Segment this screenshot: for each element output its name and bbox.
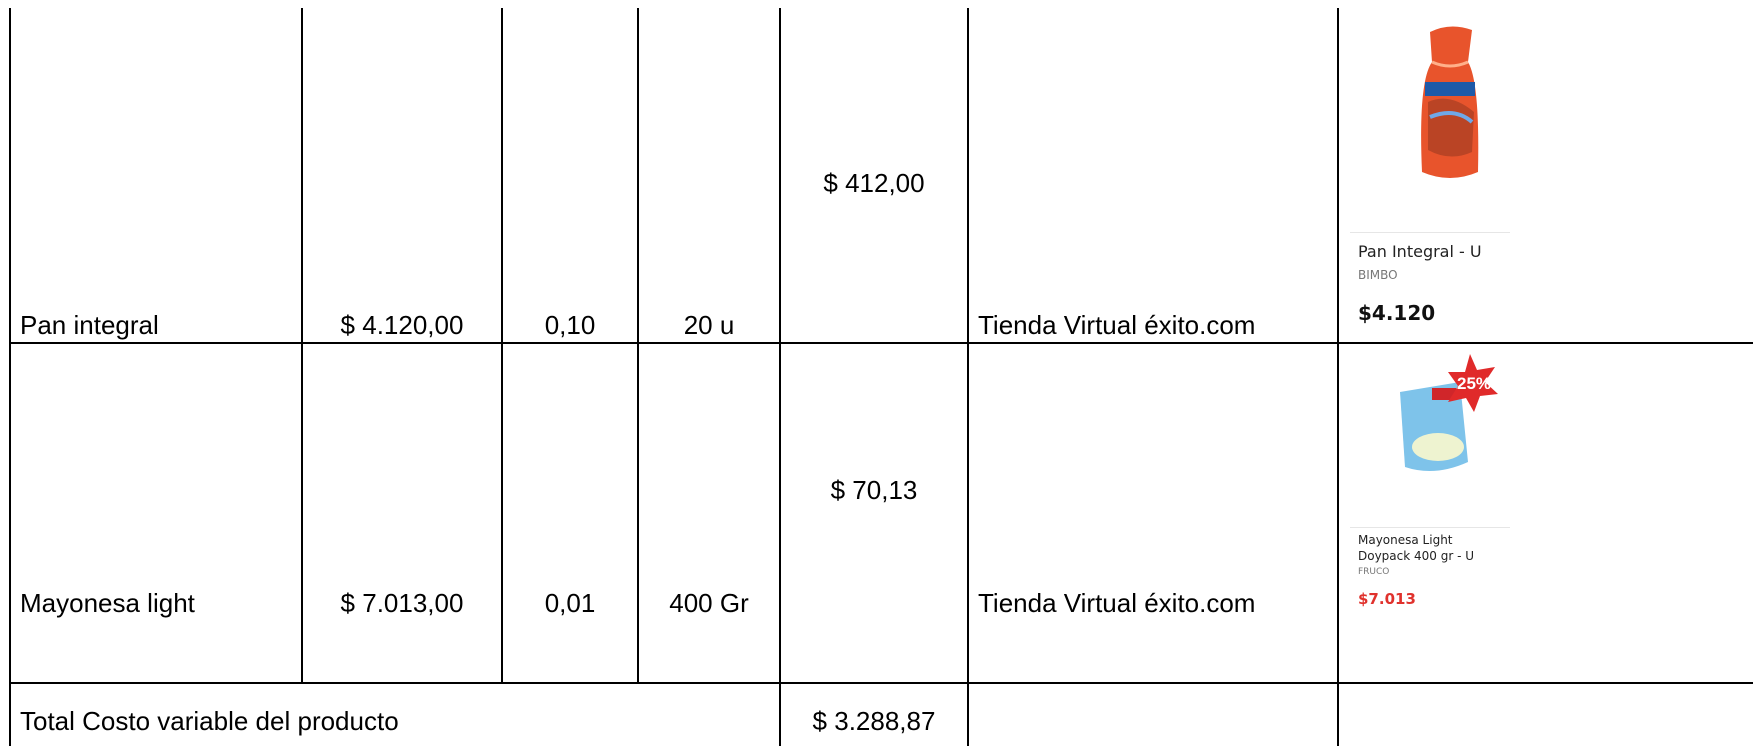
card-price: $4.120 <box>1358 301 1435 325</box>
source: Tienda Virtual éxito.com <box>978 588 1255 618</box>
source: Tienda Virtual éxito.com <box>978 310 1255 340</box>
card-brand: BIMBO <box>1358 268 1398 282</box>
cell-border <box>779 8 781 746</box>
total-value: $ 3.288,87 <box>781 706 967 736</box>
cell-border <box>9 8 11 746</box>
product: Pan integral <box>20 310 159 340</box>
cell-border <box>301 8 303 683</box>
unit: 400 Gr <box>639 588 779 618</box>
card-name: Pan Integral - U <box>1358 242 1482 261</box>
price: $ 4.120,00 <box>303 310 501 340</box>
cell-border <box>637 8 639 683</box>
product: Mayonesa light <box>20 588 195 618</box>
product-image: 25% <box>1390 352 1510 487</box>
cell-border <box>501 8 503 683</box>
card-name: Mayonesa Light Doypack 400 gr - U <box>1358 532 1493 564</box>
quantity: 0,01 <box>503 588 637 618</box>
row-border <box>9 682 1753 684</box>
cost: $ 70,13 <box>781 475 967 505</box>
row-border <box>9 342 1753 344</box>
cell-border <box>967 8 969 746</box>
price: $ 7.013,00 <box>303 588 501 618</box>
cell-border <box>1337 8 1339 746</box>
cost: $ 412,00 <box>781 168 967 198</box>
product-image <box>1400 22 1500 192</box>
page: Pan integral $ 4.120,00 0,10 20 u $ 412,… <box>0 0 1753 746</box>
card-brand: FRUCO <box>1358 567 1389 577</box>
quantity: 0,10 <box>503 310 637 340</box>
total-label: Total Costo variable del producto <box>20 706 399 736</box>
card-price: $7.013 <box>1358 590 1416 608</box>
discount-badge: 25% <box>1457 374 1491 393</box>
unit: 20 u <box>639 310 779 340</box>
